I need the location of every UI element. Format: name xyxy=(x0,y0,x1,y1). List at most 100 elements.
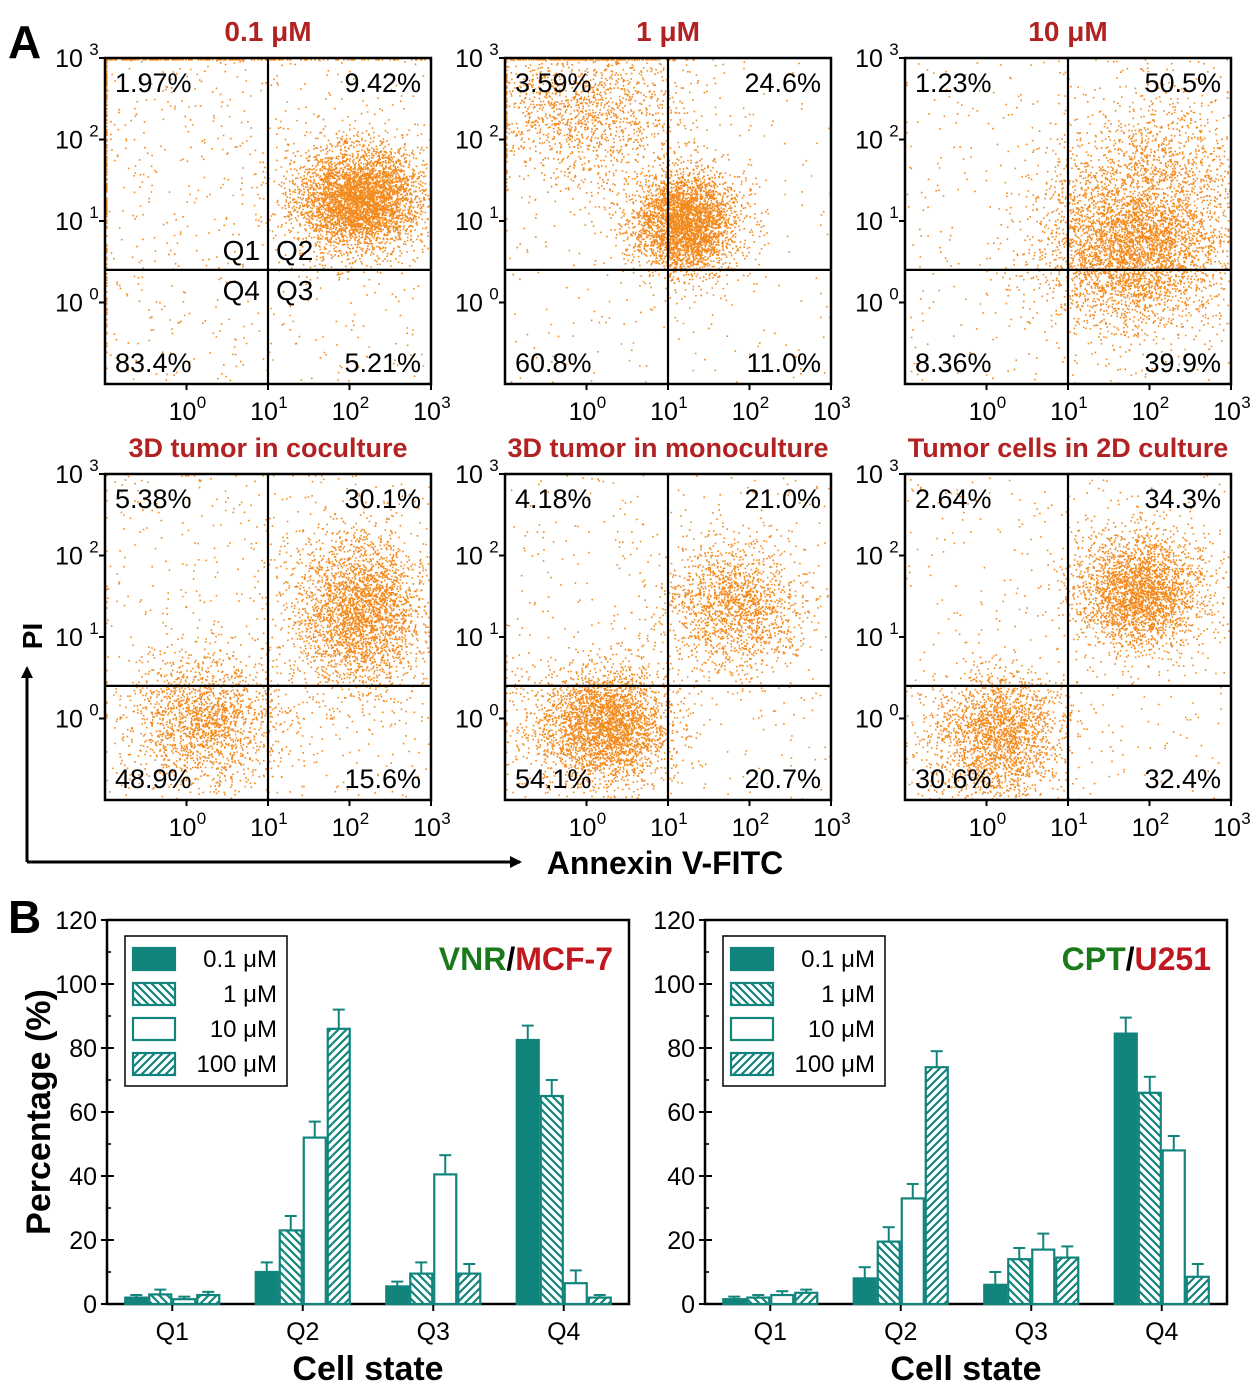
quadrant-q2-percent: 9.42% xyxy=(344,68,421,98)
scatter-points xyxy=(106,475,431,800)
quadrant-name-q3: Q3 xyxy=(276,275,313,306)
legend: 0.1 μM 1 μM 10 μM 100 μM xyxy=(124,935,288,1087)
y-tick-exponent: 2 xyxy=(489,538,498,557)
legend-label: 1 μM xyxy=(821,981,875,1008)
scatter-points xyxy=(106,59,431,384)
bar xyxy=(1007,1258,1032,1306)
quadrant-q4-percent: 30.6% xyxy=(915,764,992,794)
bar xyxy=(409,1272,434,1306)
y-tick-label: 0 xyxy=(83,1291,97,1319)
y-tick-exponent: 1 xyxy=(889,619,898,638)
y-tick-label: 10 xyxy=(55,208,83,236)
x-tick-exponent: 0 xyxy=(597,809,606,828)
bar xyxy=(433,1173,458,1306)
x-tick-label: Q4 xyxy=(1145,1318,1178,1346)
x-tick-exponent: 0 xyxy=(597,393,606,412)
legend-swatch xyxy=(729,1016,775,1042)
legend-swatch xyxy=(131,946,177,972)
legend-label: 100 μM xyxy=(794,1051,875,1078)
y-tick-label: 10 xyxy=(855,461,883,489)
quadrant-q2-percent: 34.3% xyxy=(1144,484,1221,514)
quadrant-q2-percent: 50.5% xyxy=(1144,68,1221,98)
x-tick-exponent: 1 xyxy=(278,393,287,412)
y-tick-label: 10 xyxy=(855,543,883,571)
quadrant-name-q1: Q1 xyxy=(223,235,260,266)
y-tick-exponent: 2 xyxy=(889,122,898,141)
quadrant-q1-percent: 1.23% xyxy=(915,68,992,98)
x-tick-exponent: 3 xyxy=(441,809,450,828)
quadrant-q3-percent: 39.9% xyxy=(1144,348,1221,378)
panel-b-label: B xyxy=(8,891,41,943)
bar xyxy=(124,1296,149,1306)
annexin-axis-label: Annexin V-FITC xyxy=(547,845,783,881)
x-tick-label: 10 xyxy=(1050,398,1078,426)
x-tick-exponent: 0 xyxy=(197,809,206,828)
x-tick-label: 10 xyxy=(250,398,278,426)
x-tick-exponent: 2 xyxy=(360,809,369,828)
quadrant-q1-percent: 1.97% xyxy=(115,68,192,98)
x-tick-label: 10 xyxy=(813,814,841,842)
x-tick-exponent: 1 xyxy=(278,809,287,828)
quadrant-q4-percent: 54.1% xyxy=(515,764,592,794)
x-tick-label: Q3 xyxy=(1015,1318,1048,1346)
quadrant-q3-percent: 11.0% xyxy=(746,348,821,378)
bar-chart-2: 0 20 40 60 80 100 120 Q1 Q2 Q3 Q4 Cell state 0.1 μM 1… xyxy=(653,907,1229,1388)
title-drug: VNR xyxy=(439,941,507,977)
x-tick-label: 10 xyxy=(413,398,441,426)
legend-label: 0.1 μM xyxy=(203,946,277,973)
bar xyxy=(457,1272,482,1306)
x-tick-exponent: 0 xyxy=(997,393,1006,412)
x-tick-label: Q4 xyxy=(547,1318,580,1346)
x-tick-label: 10 xyxy=(1132,398,1160,426)
y-tick-label: 60 xyxy=(69,1099,97,1127)
y-tick-exponent: 3 xyxy=(889,456,898,475)
scatter-points xyxy=(506,475,831,800)
x-tick-label: 10 xyxy=(1050,814,1078,842)
bar-chart-1: 0 20 40 60 80 100 120 Q1 Q2 Q3 Q4 Cell state Percent… xyxy=(20,907,631,1388)
scatter-dots xyxy=(506,475,831,800)
y-tick-label: 10 xyxy=(855,624,883,652)
plot-title: Tumor cells in 2D culture xyxy=(908,433,1229,463)
panel-a-label: A xyxy=(8,16,41,68)
y-tick-label: 0 xyxy=(681,1291,695,1319)
quadrant-q1-percent: 2.64% xyxy=(915,484,992,514)
x-tick-label: 10 xyxy=(969,814,997,842)
y-tick-label: 100 xyxy=(653,971,695,999)
bar xyxy=(1185,1275,1210,1306)
x-tick-label: 10 xyxy=(332,814,360,842)
y-tick-label: 10 xyxy=(455,208,483,236)
x-tick-label: 10 xyxy=(413,814,441,842)
title-drug: CPT xyxy=(1062,941,1126,977)
title-cell-line: MCF-7 xyxy=(515,941,613,977)
x-tick-exponent: 1 xyxy=(678,393,687,412)
x-tick-exponent: 2 xyxy=(760,809,769,828)
y-tick-exponent: 0 xyxy=(89,701,98,720)
title-separator: / xyxy=(506,941,515,977)
legend-label: 100 μM xyxy=(196,1051,277,1078)
y-tick-label: 10 xyxy=(55,127,83,155)
bar xyxy=(770,1293,795,1306)
flow-plot-4: 3D tumor in coculture 5.38% 30.1% 48.9% 15.6… xyxy=(55,433,451,842)
x-tick-label: 10 xyxy=(732,398,760,426)
y-tick-exponent: 3 xyxy=(489,40,498,59)
y-tick-label: 10 xyxy=(855,127,883,155)
y-tick-label: 10 xyxy=(855,45,883,73)
quadrant-name-q4: Q4 xyxy=(223,275,260,306)
x-tick-label: Q1 xyxy=(156,1318,189,1346)
x-tick-label: 10 xyxy=(650,814,678,842)
quadrant-q1-percent: 4.18% xyxy=(515,484,592,514)
x-tick-exponent: 3 xyxy=(1241,393,1250,412)
legend-label: 1 μM xyxy=(223,981,277,1008)
scatter-dots xyxy=(906,475,1231,800)
y-tick-label: 80 xyxy=(667,1035,695,1063)
bar xyxy=(876,1240,901,1306)
y-tick-label: 20 xyxy=(69,1227,97,1255)
y-tick-label: 10 xyxy=(455,127,483,155)
y-tick-label: 10 xyxy=(455,45,483,73)
chart-title: VNR/MCF-7 xyxy=(439,941,613,977)
bar xyxy=(852,1277,877,1306)
x-tick-label: 10 xyxy=(969,398,997,426)
x-tick-label: Q1 xyxy=(754,1318,787,1346)
quadrant-q3-percent: 20.7% xyxy=(744,764,821,794)
